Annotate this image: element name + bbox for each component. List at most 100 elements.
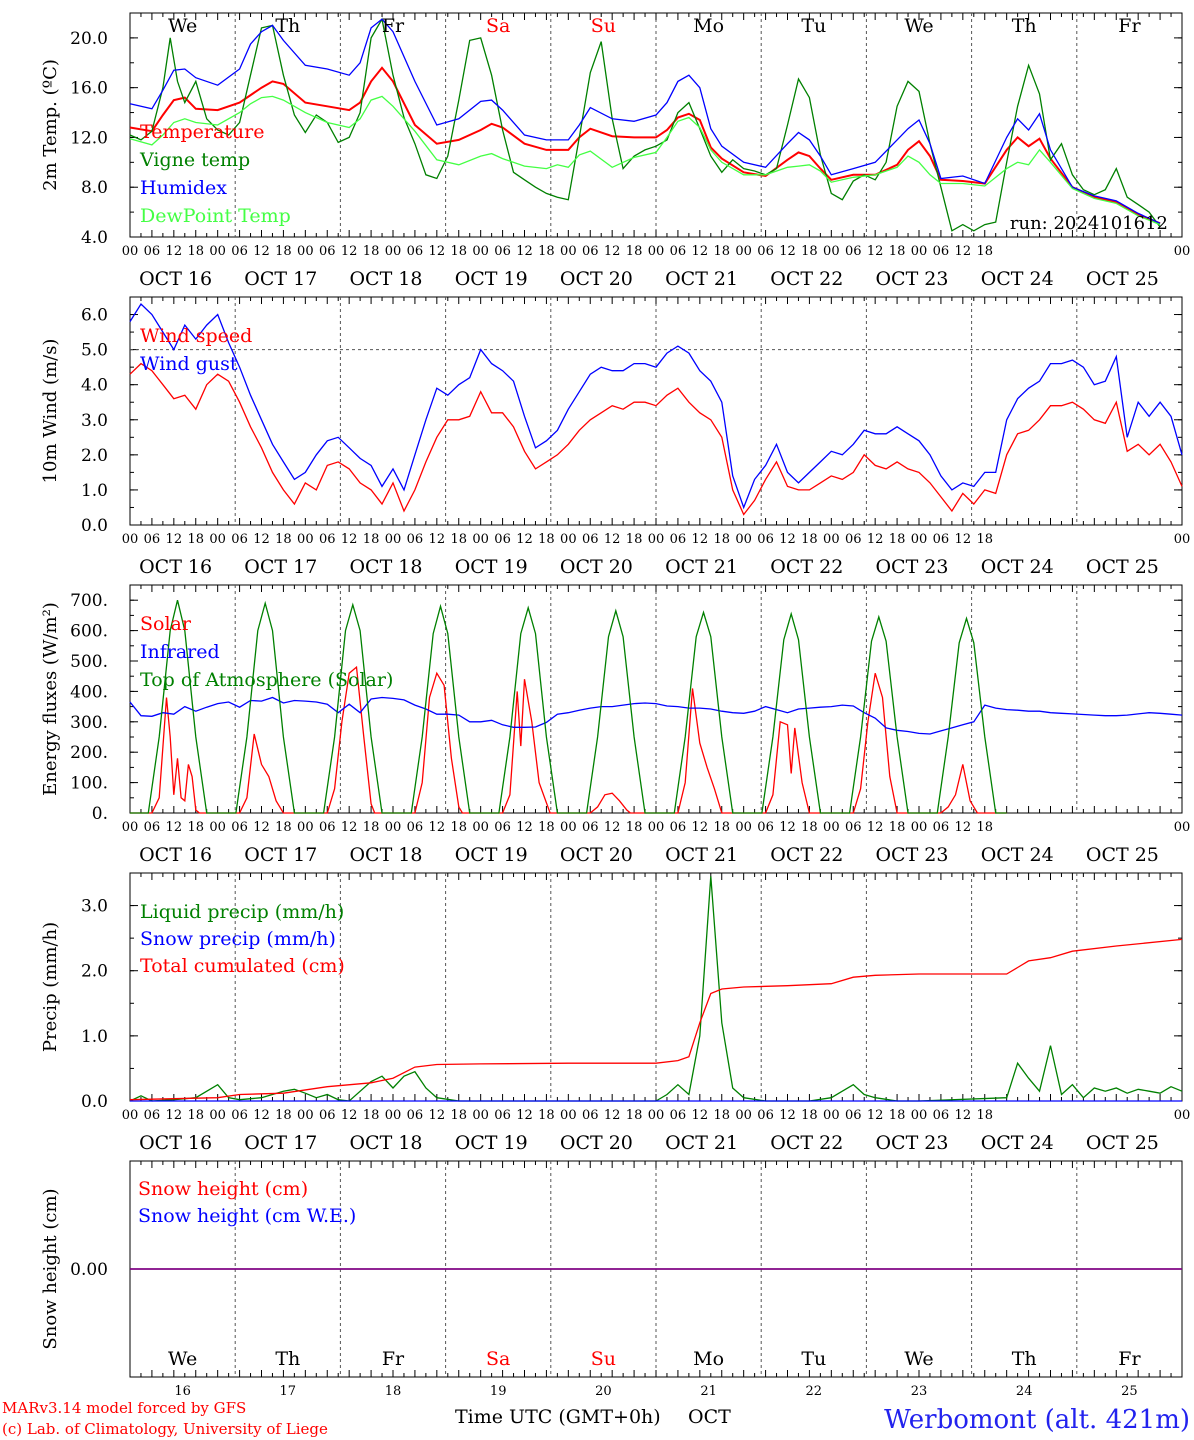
hour-tick-label: 12	[604, 1108, 621, 1123]
day-label: OCT 25	[1086, 268, 1159, 290]
day-number-label: 16	[174, 1384, 191, 1399]
model-credit: MARv3.14 model forced by GFS	[2, 1399, 246, 1417]
hour-tick-label: 18	[538, 1108, 555, 1123]
hour-tick-label: 18	[889, 532, 906, 547]
weekday-label: Su	[591, 1348, 616, 1370]
day-label: OCT 21	[665, 844, 738, 866]
hour-tick-label: 12	[604, 244, 621, 259]
day-number-label: 18	[385, 1384, 402, 1399]
day-label: OCT 17	[244, 844, 317, 866]
day-number-label: 25	[1121, 1384, 1138, 1399]
month-label: OCT	[688, 1406, 731, 1428]
hour-tick-label: 00	[297, 820, 314, 835]
legend-label: Top of Atmosphere (Solar)	[140, 669, 393, 691]
legend-label: Humidex	[140, 177, 227, 199]
hour-tick-label: 06	[670, 820, 687, 835]
hour-tick-label: 12	[341, 244, 358, 259]
hour-tick-label: 06	[494, 1108, 511, 1123]
hour-tick-label: 00	[560, 1108, 577, 1123]
day-label: OCT 21	[665, 556, 738, 578]
hour-tick-label: 06	[407, 1108, 424, 1123]
hour-tick-label: 06	[670, 1108, 687, 1123]
hour-tick-label: 18	[363, 1108, 380, 1123]
day-label: OCT 19	[455, 268, 528, 290]
hour-tick-label: 18	[275, 1108, 292, 1123]
hour-tick-label: 18	[976, 820, 993, 835]
hour-tick-label: 06	[231, 1108, 248, 1123]
hour-tick-label: 18	[626, 532, 643, 547]
day-label: OCT 22	[770, 1132, 843, 1154]
y-tick-label: 1.0	[81, 1027, 108, 1047]
hour-tick-label: 18	[450, 820, 467, 835]
hour-tick-label: 12	[341, 532, 358, 547]
hour-tick-label: 06	[144, 244, 161, 259]
hour-tick-label: 06	[670, 532, 687, 547]
y-axis-label: Precip (mm/h)	[40, 922, 61, 1052]
hour-tick-label: 12	[341, 1108, 358, 1123]
hour-tick-label: 06	[845, 1108, 862, 1123]
hour-tick-label: 00	[911, 244, 928, 259]
hour-tick-label: 00	[472, 244, 489, 259]
hour-tick-label: 18	[889, 820, 906, 835]
hour-tick-label: 06	[757, 820, 774, 835]
hour-tick-label: 06	[231, 244, 248, 259]
hour-tick-label: 12	[955, 820, 972, 835]
y-tick-label: 3.0	[81, 411, 108, 431]
hour-tick-label: 00	[209, 820, 226, 835]
hour-tick-label: 06	[933, 820, 950, 835]
x-axis-label: Time UTC (GMT+0h)	[455, 1406, 661, 1428]
panel-snow: 0.00 Snow height (cm) Snow height (cm) Snow…	[40, 1160, 1183, 1399]
hour-tick-label: 18	[626, 820, 643, 835]
hour-tick-label: 00	[122, 244, 139, 259]
y-tick-label: 12.0	[70, 128, 108, 148]
day-label: OCT 23	[875, 556, 948, 578]
hour-tick-label: 00	[823, 1108, 840, 1123]
day-number-label: 24	[1016, 1384, 1033, 1399]
hour-tick-label: 12	[341, 820, 358, 835]
hour-tick-label: 00	[1174, 244, 1191, 259]
day-label: OCT 17	[244, 556, 317, 578]
hour-tick-label: 06	[757, 1108, 774, 1123]
hour-tick-label: 00	[209, 244, 226, 259]
hour-tick-label: 18	[713, 244, 730, 259]
hour-tick-label: 12	[692, 820, 709, 835]
weekday-label: Th	[275, 15, 300, 37]
weekday-label: We	[168, 15, 197, 37]
y-tick-label: 100.	[70, 774, 108, 794]
weekday-label: Tu	[801, 15, 826, 37]
hour-tick-label: 00	[648, 820, 665, 835]
hour-tick-label: 00	[385, 532, 402, 547]
hour-tick-label: 12	[779, 532, 796, 547]
hour-tick-label: 00	[560, 532, 577, 547]
hour-tick-label: 12	[166, 244, 183, 259]
hour-tick-label: 06	[319, 244, 336, 259]
y-tick-label: 400.	[70, 682, 108, 702]
day-number-label: 20	[595, 1384, 612, 1399]
hour-tick-label: 06	[582, 1108, 599, 1123]
hour-tick-label: 18	[187, 1108, 204, 1123]
legend-label: Vigne temp	[139, 149, 250, 171]
day-label: OCT 16	[139, 556, 212, 578]
panel-precip: 0.0 1.0 2.0 3.0 Precip (mm/h) Liquid precip (…	[40, 872, 1190, 1154]
day-label: OCT 22	[770, 556, 843, 578]
hour-tick-label: 18	[626, 244, 643, 259]
hour-tick-label: 06	[845, 532, 862, 547]
day-label: OCT 22	[770, 268, 843, 290]
hour-tick-label: 00	[560, 244, 577, 259]
hour-tick-label: 12	[692, 1108, 709, 1123]
y-tick-label: 0.00	[70, 1260, 108, 1280]
y-axis-label: Snow height (cm)	[40, 1188, 61, 1349]
hour-tick-label: 18	[626, 1108, 643, 1123]
day-label: OCT 23	[875, 844, 948, 866]
hour-tick-label: 12	[429, 1108, 446, 1123]
y-tick-label: 20.0	[70, 29, 108, 49]
hour-tick-label: 00	[823, 820, 840, 835]
hour-tick-label: 12	[429, 820, 446, 835]
day-label: OCT 18	[349, 1132, 422, 1154]
hour-tick-label: 00	[472, 820, 489, 835]
hour-tick-label: 00	[122, 820, 139, 835]
y-tick-label: 700.	[70, 591, 108, 611]
y-tick-label: 8.0	[81, 178, 108, 198]
hour-tick-label: 12	[516, 244, 533, 259]
